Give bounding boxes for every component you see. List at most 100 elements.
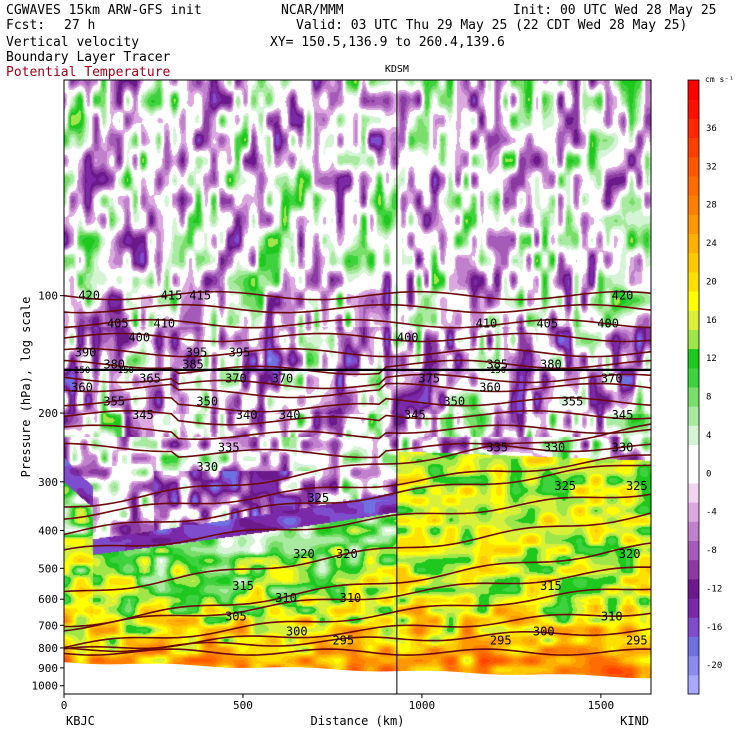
- colorbar-label: 32: [706, 162, 717, 172]
- right-station-label: KIND: [620, 714, 649, 728]
- theta-label: 405: [107, 317, 129, 331]
- colorbar-swatch: [688, 156, 699, 177]
- theta-contour-line: [64, 493, 651, 551]
- colorbar-label: 28: [706, 201, 717, 211]
- x-tick-label: 0: [61, 699, 68, 712]
- y-tick-label: 800: [38, 642, 58, 655]
- x-tick-label: 500: [233, 699, 253, 712]
- colorbar-swatch: [688, 367, 699, 388]
- theta-contour-line: [64, 512, 651, 593]
- colorbar-swatch: [688, 195, 699, 215]
- colorbar-swatch: [688, 310, 699, 330]
- theta-label: 325: [554, 479, 576, 493]
- theta-label: 320: [293, 547, 315, 561]
- theta-contour-line: [64, 423, 651, 508]
- theta-label: 295: [490, 633, 512, 647]
- theta-contour-line: [64, 648, 651, 656]
- y-tick-label: 700: [38, 619, 58, 632]
- theta-label: 305: [225, 610, 247, 624]
- colorbar-swatch: [688, 99, 699, 119]
- colorbar-label: -4: [706, 508, 717, 518]
- y-tick-label: 1000: [32, 680, 59, 693]
- theta-label: 415: [189, 289, 211, 303]
- theta-label: 385: [182, 357, 204, 371]
- theta-label: 295: [626, 633, 648, 647]
- colorbar-label: 0: [706, 469, 711, 479]
- colorbar-swatch: [688, 559, 699, 580]
- x-tick-label: 1000: [409, 699, 436, 712]
- theta-contour-line: [64, 318, 651, 329]
- theta-label: 310: [275, 591, 297, 605]
- theta-label: 395: [229, 346, 251, 360]
- theta-label: 410: [153, 317, 175, 331]
- colorbar-swatch: [688, 233, 699, 254]
- valid-time: Valid: 03 UTC Thu 29 May 25 (22 CDT Wed …: [296, 18, 688, 33]
- colorbar-label: -12: [706, 584, 722, 594]
- theta-contour-line: [64, 566, 651, 632]
- theta-contours: [64, 290, 651, 656]
- forecast-label: Fcst:: [6, 18, 46, 33]
- theta-label: 325: [307, 491, 329, 505]
- model-title: CGWAVES 15km ARW-GFS init: [6, 3, 202, 18]
- tracer-marker-label: 150: [118, 366, 134, 376]
- theta-label: 400: [597, 317, 619, 331]
- theta-label: 310: [601, 610, 623, 624]
- colorbar-swatch: [688, 674, 699, 695]
- colorbar-swatch: [688, 214, 699, 234]
- theta-contour-line: [64, 290, 651, 301]
- theta-label: 320: [336, 547, 358, 561]
- theta-contour-line: [64, 442, 651, 459]
- colorbar-label: 20: [706, 277, 717, 287]
- colorbar-swatch: [688, 387, 699, 407]
- colorbar-swatch: [688, 598, 699, 618]
- theta-contour-line: [64, 454, 651, 520]
- theta-label: 310: [340, 591, 362, 605]
- colorbar-label: 12: [706, 354, 717, 364]
- tracer-marker-label: 150: [74, 366, 90, 376]
- y-tick-label: 100: [38, 290, 58, 303]
- theta-contour-line: [64, 303, 651, 314]
- colorbar-label: -20: [706, 661, 722, 671]
- theta-contour-line: [64, 373, 651, 390]
- cross-section-coords: XY= 150.5,136.9 to 260.4,139.6: [270, 35, 505, 50]
- colorbar-swatch: [688, 463, 699, 484]
- theta-label: 385: [486, 357, 508, 371]
- theta-label: 345: [132, 408, 154, 422]
- theta-label: 370: [601, 371, 623, 385]
- theta-label: 320: [619, 547, 641, 561]
- y-tick-label: 400: [38, 525, 58, 538]
- colorbar-swatch: [688, 482, 699, 503]
- theta-label: 390: [75, 346, 97, 360]
- init-time: Init: 00 UTC Wed 28 May 25: [513, 3, 717, 18]
- theta-label: 345: [404, 408, 426, 422]
- theta-label: 400: [128, 330, 150, 344]
- theta-label: 330: [612, 440, 634, 454]
- colorbar-unit: cm s⁻¹: [705, 75, 734, 84]
- colorbar-label: 24: [706, 239, 717, 249]
- colorbar-swatch: [688, 521, 699, 541]
- y-tick-label: 300: [38, 476, 58, 489]
- y-tick-label: 600: [38, 593, 58, 606]
- theta-contour-line: [64, 332, 651, 343]
- tracer-marker-label: 150: [490, 366, 506, 376]
- field-boundary-layer-tracer: Boundary Layer Tracer: [6, 50, 171, 65]
- colorbar-swatch: [688, 655, 699, 676]
- theta-label: 325: [626, 479, 648, 493]
- x-tick-label: 1500: [588, 699, 615, 712]
- forecast-hour: 27 h: [64, 18, 96, 33]
- theta-label: 360: [71, 381, 93, 395]
- theta-label: 405: [536, 317, 558, 331]
- theta-label: 400: [397, 330, 419, 344]
- terrain: [64, 662, 651, 694]
- colorbar: -20 -16 -12 -8 -4 0 4 8 12 16 20 24 28 32 36 cm s⁻¹: [687, 75, 734, 695]
- theta-contour-line: [64, 627, 651, 653]
- y-tick-label: 900: [38, 662, 58, 675]
- theta-contour-line: [64, 588, 651, 649]
- field-potential-temperature: Potential Temperature: [6, 65, 171, 80]
- colorbar-label: 4: [706, 431, 711, 441]
- colorbar-label: -8: [706, 546, 717, 556]
- theta-label: 315: [540, 579, 562, 593]
- theta-label: 330: [544, 440, 566, 454]
- theta-label: 420: [612, 289, 634, 303]
